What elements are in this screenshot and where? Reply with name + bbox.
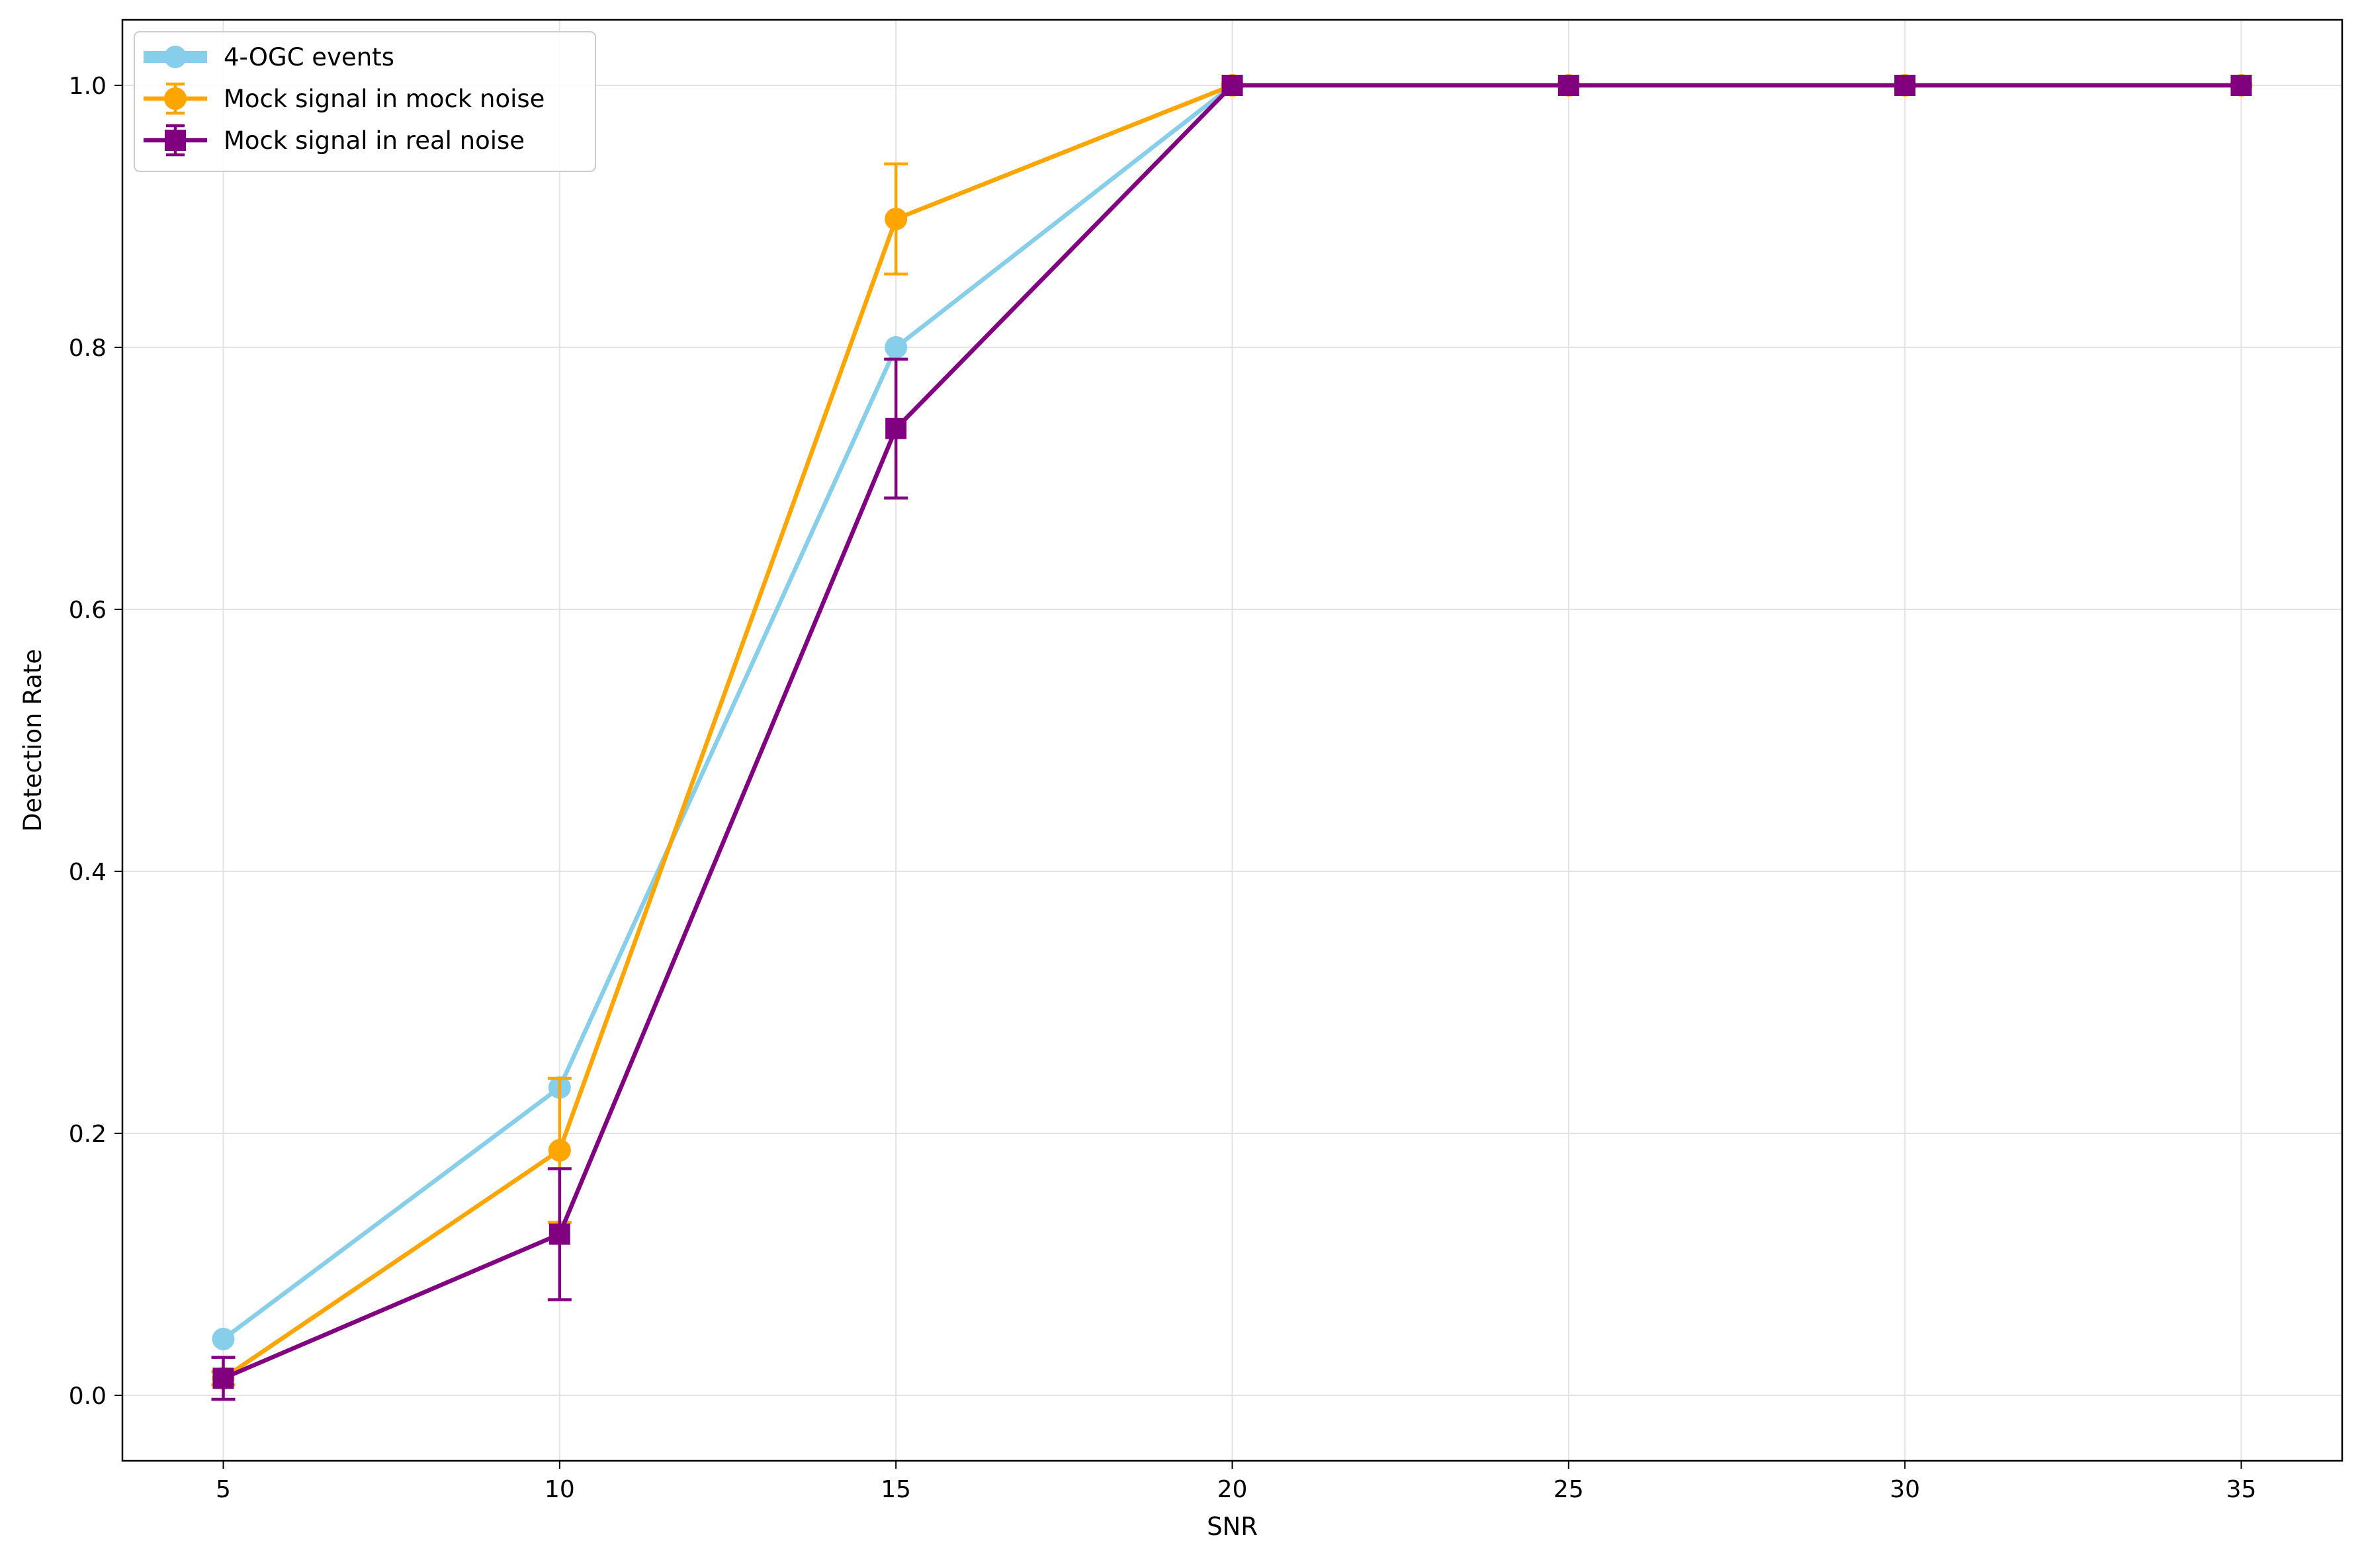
series-line — [222, 83, 1234, 1341]
data-point — [212, 1368, 234, 1389]
x-tick-label: 35 — [2226, 1476, 2257, 1503]
legend-label: 4-OGC events — [224, 43, 394, 71]
legend-marker — [164, 46, 187, 68]
series-3 — [211, 75, 2252, 1401]
data-point — [548, 1223, 570, 1245]
data-point — [212, 1327, 235, 1350]
y-tick-label: 1.0 — [69, 73, 107, 100]
x-tick-label: 20 — [1217, 1476, 1248, 1503]
data-point — [2230, 75, 2252, 96]
x-tick-label: 15 — [881, 1476, 911, 1503]
data-point — [885, 336, 908, 359]
legend-label: Mock signal in mock noise — [224, 85, 545, 113]
data-point — [1221, 75, 1243, 96]
y-axis-label: Detection Rate — [19, 649, 47, 832]
y-tick-label: 0.6 — [69, 597, 107, 624]
ticks: 5 10 15 20 25 30 35 0.0 0.2 0.4 0.6 0.8 1.0 — [69, 73, 2257, 1503]
data-point — [885, 417, 907, 439]
x-tick-label: 5 — [216, 1476, 231, 1503]
y-tick-label: 0.4 — [69, 859, 107, 886]
data-point — [1894, 75, 1916, 96]
legend-box — [134, 31, 596, 172]
legend-marker — [165, 130, 186, 151]
legend: 4-OGC events Mock signal in mock noise Moc… — [134, 31, 596, 172]
y-tick-label: 0.2 — [69, 1121, 107, 1148]
data-point — [548, 1139, 571, 1162]
y-tick-label: 0.8 — [69, 335, 107, 362]
y-tick-label: 0.0 — [69, 1383, 107, 1410]
data-point — [1557, 75, 1579, 96]
x-tick-label: 30 — [1890, 1476, 1920, 1503]
legend-label: Mock signal in real noise — [224, 126, 525, 155]
legend-item: Mock signal in real noise — [144, 124, 525, 157]
legend-item: Mock signal in mock noise — [144, 82, 545, 115]
series-layer — [211, 74, 2253, 1401]
x-axis-label: SNR — [1207, 1512, 1258, 1541]
x-tick-label: 10 — [545, 1476, 575, 1503]
legend-marker — [164, 87, 187, 110]
data-point — [885, 207, 908, 230]
x-tick-label: 25 — [1553, 1476, 1584, 1503]
legend-item: 4-OGC events — [144, 43, 394, 71]
